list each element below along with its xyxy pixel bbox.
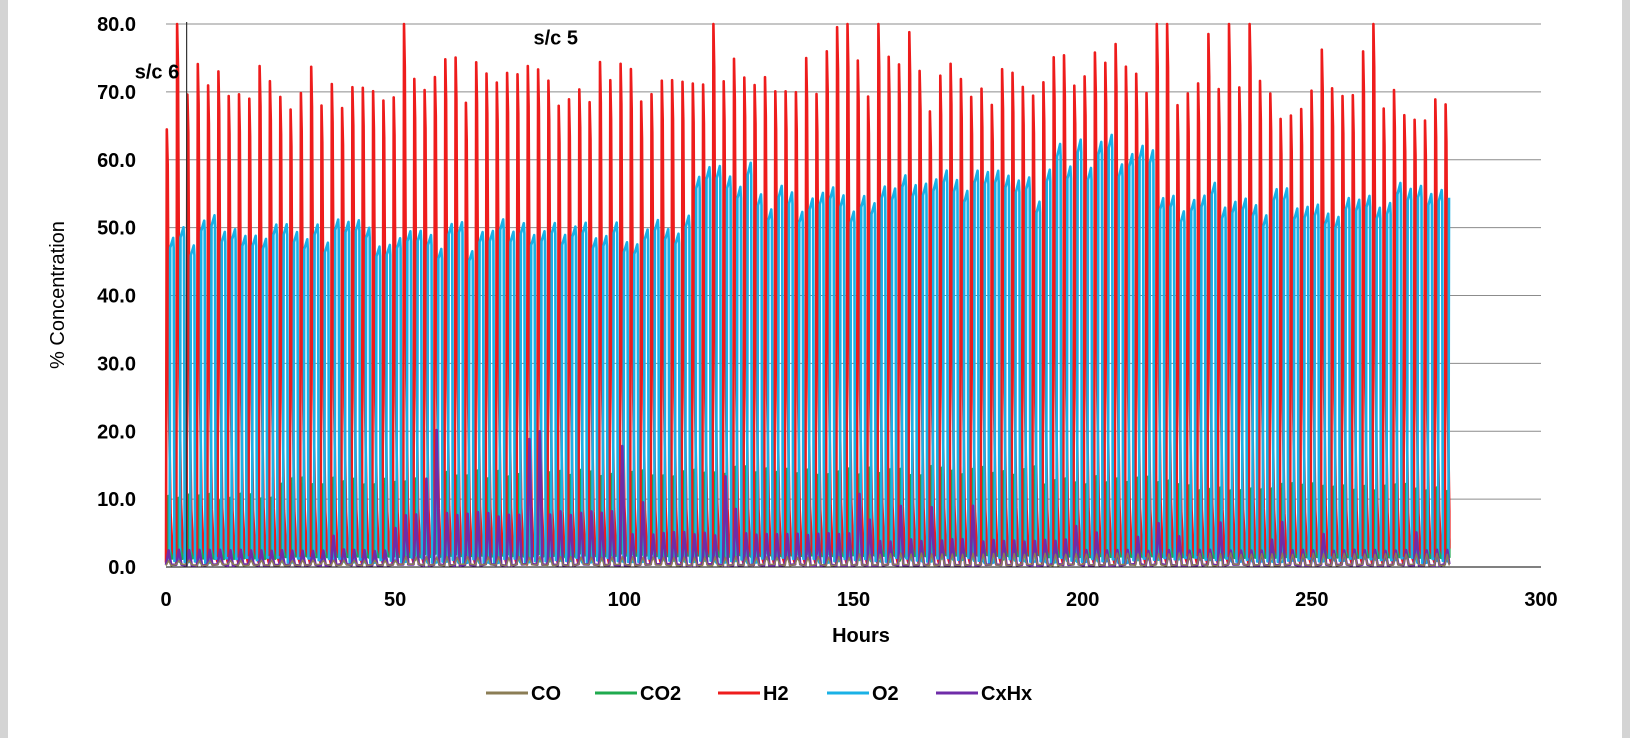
annotation-label: s/c 6 [135,61,179,83]
y-axis-title: % Concentration [47,221,69,369]
series-line-o2 [168,133,1451,565]
x-tick-label: 0 [160,589,171,611]
y-tick-label: 30.0 [97,353,136,375]
legend-label-co: CO [531,683,561,705]
line-chart: 0.0 10.0 20.0 30.0 40.0 50.0 60.0 70.0 80.0 0 50 1… [47,14,1558,705]
y-tick-label: 60.0 [97,150,136,172]
legend-label-co2: CO2 [640,683,681,705]
y-tick-label: 10.0 [97,489,136,511]
legend: CO CO2 H2 O2 CxHx [486,683,1032,705]
y-tick-labels: 0.0 10.0 20.0 30.0 40.0 50.0 60.0 70.0 80.0 [97,14,136,579]
chart-frame: 0.0 10.0 20.0 30.0 40.0 50.0 60.0 70.0 80.0 0 50 1… [8,0,1622,738]
x-tick-label: 150 [837,589,870,611]
annotations: s/c 6 s/c 5 [135,27,578,83]
x-axis-title: Hours [832,625,890,647]
series-line-h2 [164,22,1451,567]
series-lines [164,22,1451,568]
legend-label-o2: O2 [872,683,899,705]
series-line-co [165,552,1451,567]
x-tick-label: 300 [1524,589,1557,611]
legend-label-cxhx: CxHx [981,683,1032,705]
y-tick-label: 50.0 [97,218,136,240]
x-tick-label: 50 [384,589,406,611]
legend-label-h2: H2 [763,683,789,705]
x-tick-label: 200 [1066,589,1099,611]
x-tick-label: 100 [608,589,641,611]
y-tick-label: 70.0 [97,82,136,104]
y-tick-label: 20.0 [97,421,136,443]
x-tick-label: 250 [1295,589,1328,611]
y-tick-label: 40.0 [97,286,136,308]
annotation-label: s/c 5 [534,27,578,49]
x-tick-labels: 0 50 100 150 200 250 300 [160,589,1557,611]
y-tick-label: 80.0 [97,14,136,36]
y-tick-label: 0.0 [108,557,136,579]
